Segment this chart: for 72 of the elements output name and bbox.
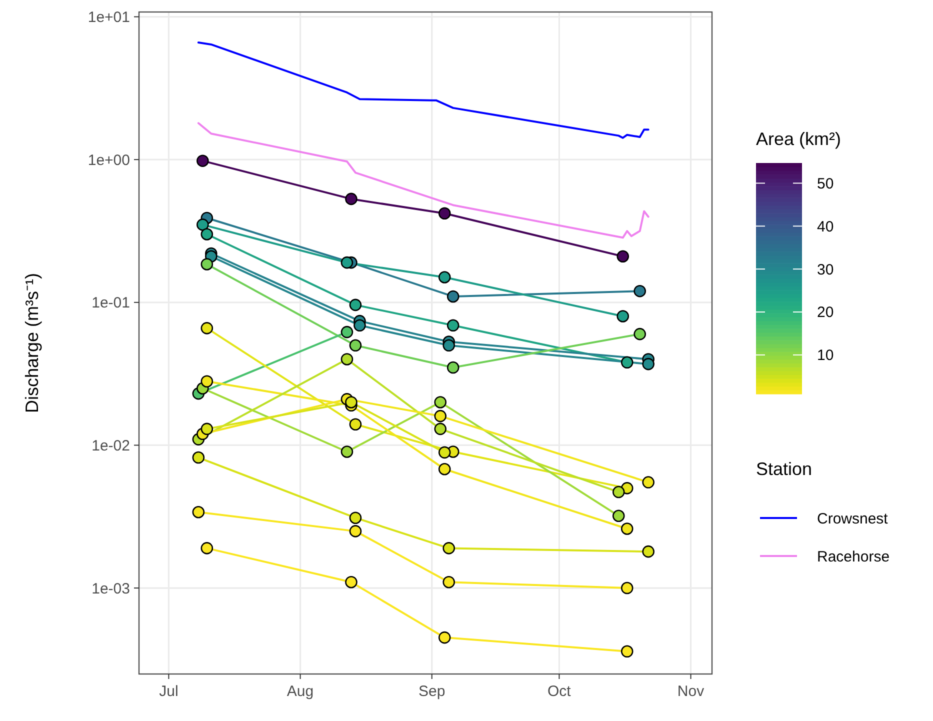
point: [340, 446, 354, 458]
point: [634, 328, 646, 340]
point: [612, 486, 625, 498]
y-tick-label: 1e-02: [92, 437, 130, 454]
color-bar-label: 30: [817, 261, 834, 278]
point: [442, 542, 455, 554]
point: [200, 228, 214, 240]
point: [442, 339, 455, 352]
point: [340, 353, 354, 366]
color-bar-label: 40: [817, 218, 834, 236]
color-bar-label: 50: [817, 175, 834, 192]
point: [434, 396, 447, 408]
point: [349, 298, 362, 312]
y-tick-label: 1e+01: [88, 9, 130, 26]
point: [196, 154, 209, 167]
color-bar-label: 20: [817, 304, 834, 322]
point: [438, 446, 451, 459]
legend-title: Station: [756, 459, 812, 479]
point: [438, 462, 451, 476]
legend-label: Racehorse: [817, 548, 890, 566]
point: [434, 410, 447, 422]
point: [442, 576, 455, 588]
y-axis-title: Discharge (m³s⁻¹): [22, 272, 42, 414]
y-tick-label: 1e+00: [88, 152, 130, 169]
point: [192, 451, 205, 464]
y-tick-label: 1e-01: [92, 294, 130, 312]
x-tick-label: Nov: [677, 683, 705, 700]
point: [620, 582, 634, 594]
point: [620, 356, 634, 369]
point: [200, 542, 214, 554]
point: [345, 192, 358, 206]
point: [200, 422, 214, 436]
point: [446, 290, 460, 303]
point: [616, 250, 630, 263]
point: [354, 319, 366, 332]
point: [196, 218, 209, 231]
point: [620, 522, 634, 535]
point: [349, 418, 362, 430]
line-series: [197, 42, 650, 139]
point: [192, 506, 205, 518]
x-tick-label: Sep: [418, 683, 446, 700]
point: [200, 322, 214, 334]
line-series: [197, 122, 650, 239]
x-tick-label: Jul: [159, 683, 178, 700]
point: [620, 645, 634, 658]
point: [349, 525, 362, 538]
point: [200, 375, 214, 388]
point: [349, 512, 362, 524]
point: [612, 510, 625, 522]
point: [340, 256, 354, 269]
x-tick-label: Oct: [548, 683, 572, 700]
point: [642, 358, 654, 370]
point: [642, 545, 654, 558]
point: [340, 326, 354, 338]
legend-label: Crowsnest: [817, 510, 889, 528]
point: [200, 258, 214, 270]
y-tick-label: 1e-03: [92, 580, 130, 598]
point: [438, 631, 451, 644]
color-bar-title: Area (km²): [756, 129, 841, 149]
point: [642, 476, 654, 488]
point: [345, 396, 358, 408]
point: [634, 284, 646, 298]
x-tick-label: Aug: [286, 683, 314, 700]
point: [446, 361, 460, 374]
point: [345, 576, 358, 588]
point: [446, 319, 460, 332]
point: [349, 339, 362, 352]
point: [616, 310, 630, 322]
point: [434, 422, 447, 436]
point: [438, 271, 451, 284]
color-bar-label: 10: [817, 347, 834, 364]
point: [438, 207, 451, 220]
